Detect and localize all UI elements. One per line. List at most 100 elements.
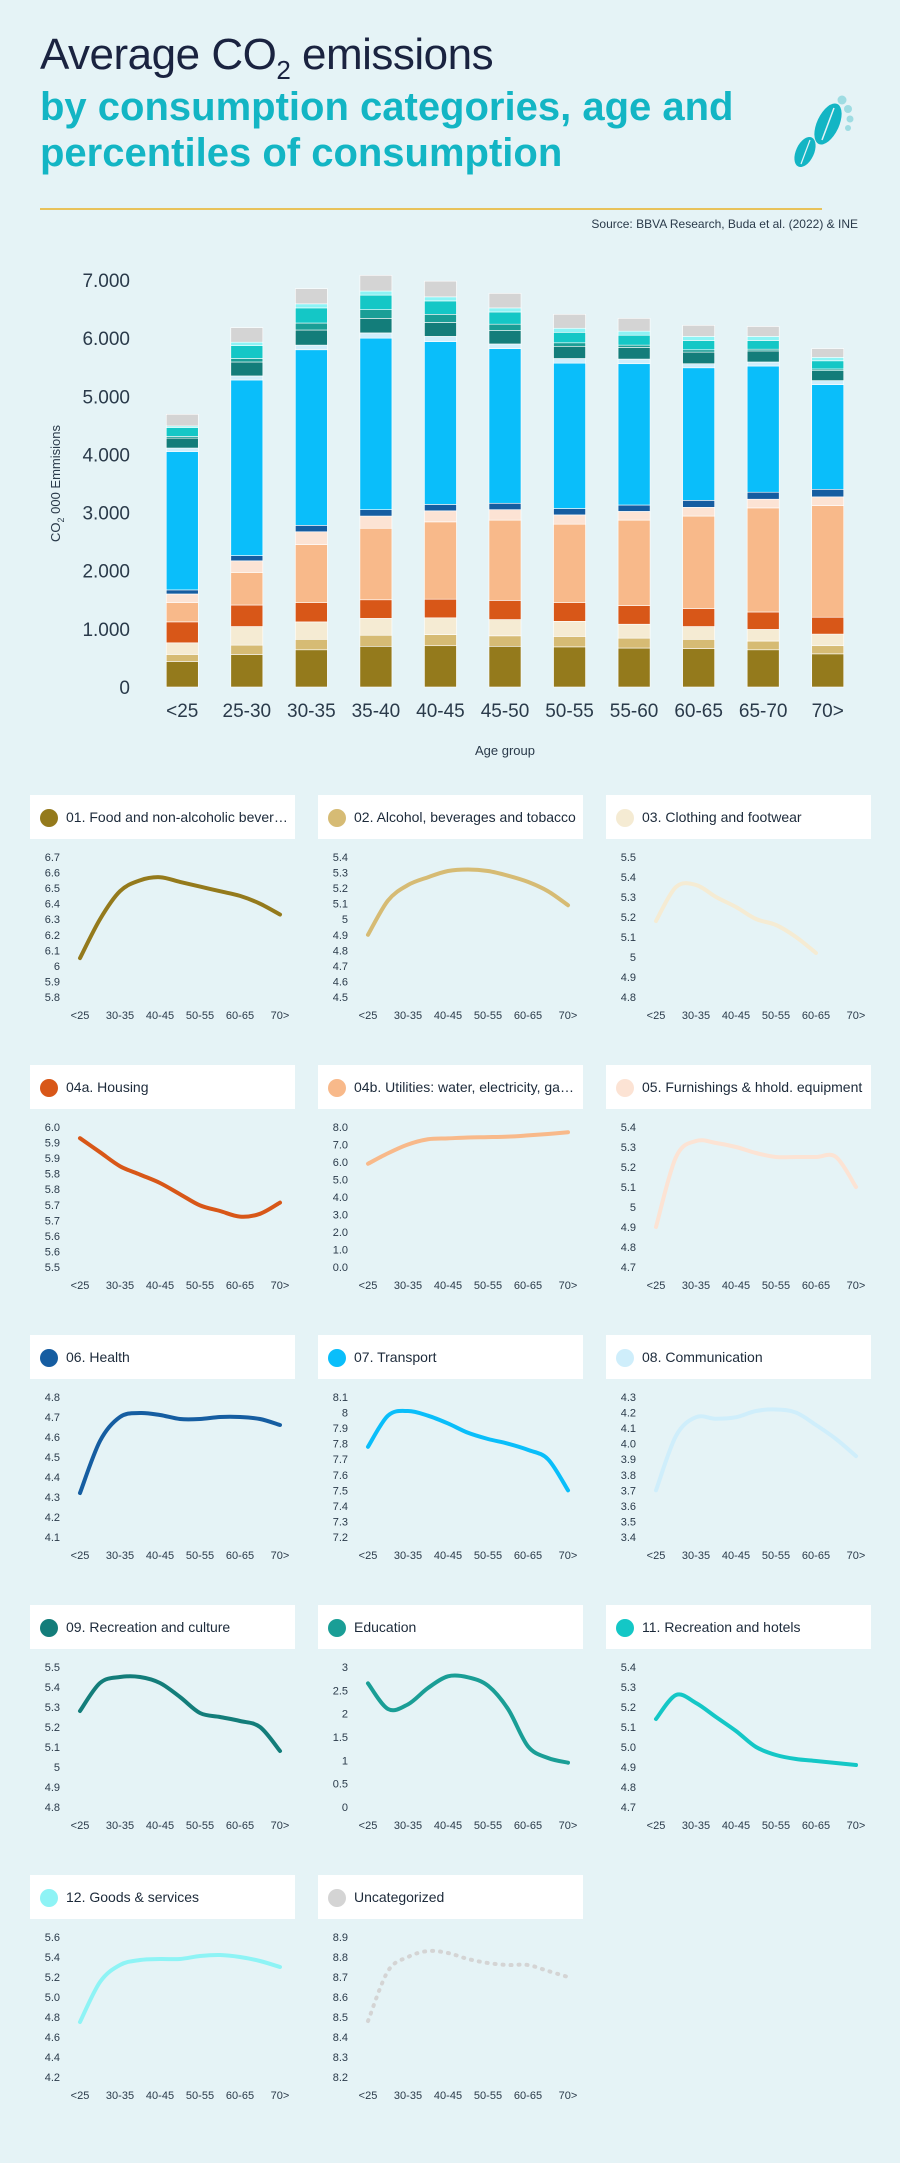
y-tick-label: 8.5 <box>333 2012 348 2024</box>
y-tick-label: 2.000 <box>82 562 130 583</box>
y-tick-label: 5.3 <box>45 1702 60 1714</box>
x-tick-label: <25 <box>359 2090 378 2102</box>
y-tick-label: 4.5 <box>45 1452 60 1464</box>
x-tick-label: 50-55 <box>474 1280 502 1292</box>
bar-segment <box>553 345 586 359</box>
bar-segment <box>746 336 780 341</box>
x-tick-label: 60-65 <box>226 1820 254 1832</box>
x-tick-label: 70> <box>847 1550 866 1562</box>
bar-segment <box>424 504 457 512</box>
bar-segment <box>617 363 651 506</box>
y-tick-label: 5 <box>342 914 348 926</box>
stacked-bar-chart: 0 1.000 2.000 3.000 4.000 5.000 6.000 7.000 CO2 … <box>48 271 845 758</box>
y-tick-label: 8.3 <box>333 2052 348 2064</box>
main-title: Average CO2 emissions <box>40 30 494 85</box>
y-tick-label: 4.1 <box>45 1532 60 1544</box>
x-tick-label: 70> <box>271 1280 290 1292</box>
bar-segment <box>295 303 328 309</box>
y-tick-label: 6.2 <box>45 930 60 942</box>
y-tick-label: 5.4 <box>621 1662 636 1674</box>
y-tick-label: 5.4 <box>621 1122 636 1134</box>
y-tick-label: 7.2 <box>333 1532 348 1544</box>
line-chart: 4.8 4.9 5 5.1 5.2 5.3 5.4 5.5 <25 30-35 40-45 50-55… <box>45 1662 290 1832</box>
line-chart: 4.5 4.6 4.7 4.8 4.9 5 5.1 5.2 5.3 5.4 <25 30-35 40-4… <box>333 852 578 1022</box>
x-tick-label: 50-55 <box>474 1550 502 1562</box>
x-tick-label: 40-45 <box>146 1550 174 1562</box>
y-tick-label: 7.6 <box>333 1470 348 1482</box>
bar-segment <box>165 642 199 655</box>
panel-header: 01. Food and non-alcoholic beverages <box>30 795 295 839</box>
bar-segment <box>165 437 199 449</box>
y-tick-label: 5.9 <box>45 1138 60 1150</box>
bar-segment <box>553 362 586 509</box>
x-tick-label: <25 <box>647 1820 666 1832</box>
bar-segment <box>295 602 328 623</box>
bar-segment <box>424 645 457 688</box>
bar-segment <box>553 508 586 516</box>
y-tick-label: 4.7 <box>45 1412 60 1424</box>
y-tick-label: 0 <box>342 1802 348 1814</box>
y-tick-label: 7.9 <box>333 1423 348 1435</box>
bar-segment <box>746 340 780 350</box>
line-panel: 08. Communication 3.4 3.5 3.6 3.7 3.8 3.9 4.0 4.… <box>606 1335 871 1575</box>
bar-segment <box>488 509 522 521</box>
x-tick-label: <25 <box>359 1280 378 1292</box>
bar-segment <box>230 358 264 363</box>
bar-segment <box>746 365 780 493</box>
x-tick-label: 40-45 <box>434 1010 462 1022</box>
bar-segment <box>295 322 328 331</box>
bar-segment <box>553 314 586 329</box>
y-tick-label: 2.0 <box>333 1227 348 1239</box>
line-chart: 4.7 4.8 4.9 5.0 5.1 5.2 5.3 5.4 <25 30-35 40-45 50-… <box>621 1662 866 1832</box>
line-panel: 03. Clothing and footwear 4.8 4.9 5 5.1 5.2 5.… <box>606 795 871 1035</box>
bar-segment <box>682 639 715 649</box>
x-tick-label: 40-45 <box>434 2090 462 2102</box>
bar-segment <box>746 629 780 642</box>
bar-segment <box>682 336 715 341</box>
y-tick-label: 8.9 <box>333 1932 348 1944</box>
leaf-footprint-icon <box>794 95 854 167</box>
series-line <box>654 1407 858 1493</box>
series-line <box>78 1136 282 1219</box>
y-tick-label: 5.4 <box>45 1952 60 1964</box>
y-tick-label: 1.000 <box>82 620 130 641</box>
legend-dot-icon <box>616 1619 634 1637</box>
y-tick-label: 5.9 <box>45 1153 60 1165</box>
bar-segment <box>746 507 780 613</box>
bar-segment <box>488 645 522 688</box>
legend-dot-icon <box>40 1619 58 1637</box>
bar-segment <box>553 327 586 333</box>
main-subtitle: by consumption categories, age and perce… <box>40 85 734 175</box>
x-tick-label: 60-65 <box>514 1280 542 1292</box>
bar-segment <box>488 635 522 647</box>
x-tick-label: <25 <box>647 1550 666 1562</box>
y-tick-label: 3.000 <box>82 504 130 525</box>
y-tick-label: 5.8 <box>45 992 60 1004</box>
y-tick-label: 4.9 <box>621 972 636 984</box>
y-tick-label: 6.0 <box>333 1157 348 1169</box>
x-tick-label: 60-65 <box>514 2090 542 2102</box>
bar-segment <box>230 572 264 606</box>
x-tick-label: <25 <box>359 1010 378 1022</box>
y-tick-label: 4.0 <box>333 1192 348 1204</box>
bar-segment <box>424 510 457 523</box>
x-tick-label: 40-45 <box>146 1820 174 1832</box>
bar-segment <box>230 375 264 381</box>
y-tick-label: 5 <box>54 1762 60 1774</box>
bar-segment <box>746 350 780 363</box>
x-tick-label: 50-55 <box>474 1010 502 1022</box>
y-tick-label: 5.000 <box>82 387 130 408</box>
y-tick-label: 4.9 <box>621 1222 636 1234</box>
y-tick-label: 3.9 <box>621 1454 636 1466</box>
y-tick-label: 2 <box>342 1709 348 1721</box>
x-tick-label: 60-65 <box>226 1550 254 1562</box>
x-tick-label: 60-65 <box>514 1820 542 1832</box>
y-tick-label: 4.7 <box>621 1802 636 1814</box>
y-tick-label: 5.3 <box>621 892 636 904</box>
x-tick-label: 60-65 <box>802 1010 830 1022</box>
y-tick-label: 8.0 <box>333 1122 348 1134</box>
y-axis-label: CO2 000 Emmisions <box>48 425 66 542</box>
line-chart: 4.7 4.8 4.9 5 5.1 5.2 5.3 5.4 <25 30-35 40-45 50-55… <box>621 1122 866 1292</box>
bar-segment <box>165 621 199 644</box>
panel-header: 03. Clothing and footwear <box>606 795 871 839</box>
